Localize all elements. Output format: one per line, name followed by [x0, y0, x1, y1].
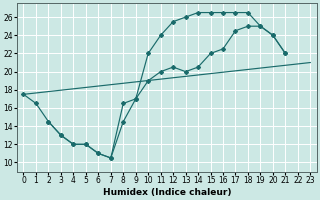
X-axis label: Humidex (Indice chaleur): Humidex (Indice chaleur)	[103, 188, 231, 197]
